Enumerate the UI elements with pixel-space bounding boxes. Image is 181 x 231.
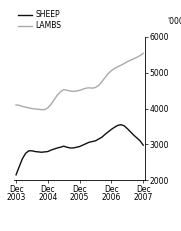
LAMBS <box>110 69 113 72</box>
LAMBS <box>69 90 71 92</box>
SHEEP <box>123 124 125 127</box>
LAMBS <box>53 98 55 101</box>
SHEEP <box>56 147 58 149</box>
SHEEP <box>117 124 119 127</box>
SHEEP <box>104 133 106 136</box>
SHEEP <box>69 147 71 149</box>
LAMBS <box>88 86 90 89</box>
SHEEP <box>107 131 109 133</box>
SHEEP <box>79 145 81 148</box>
SHEEP <box>44 151 46 153</box>
SHEEP <box>136 137 138 139</box>
SHEEP <box>37 151 39 153</box>
LAMBS <box>94 86 97 89</box>
SHEEP <box>24 152 27 155</box>
SHEEP <box>101 136 103 139</box>
SHEEP <box>53 148 55 150</box>
SHEEP <box>18 165 20 168</box>
SHEEP <box>142 144 144 146</box>
LAMBS <box>129 59 132 62</box>
SHEEP <box>72 147 74 149</box>
LAMBS <box>56 94 58 96</box>
SHEEP <box>63 145 65 148</box>
LAMBS <box>139 54 141 57</box>
SHEEP <box>66 146 68 149</box>
SHEEP <box>40 151 43 154</box>
LAMBS <box>18 104 20 107</box>
SHEEP <box>133 134 135 137</box>
LAMBS <box>91 87 93 90</box>
SHEEP <box>113 126 116 129</box>
SHEEP <box>60 146 62 149</box>
LAMBS <box>44 108 46 111</box>
SHEEP <box>139 139 141 142</box>
LAMBS <box>21 105 24 108</box>
LAMBS <box>117 65 119 68</box>
LAMBS <box>50 103 52 106</box>
SHEEP <box>31 149 33 152</box>
LAMBS <box>101 80 103 83</box>
LAMBS <box>107 72 109 75</box>
LAMBS <box>40 108 43 111</box>
LAMBS <box>28 106 30 109</box>
SHEEP <box>21 157 24 160</box>
LAMBS <box>120 64 122 67</box>
LAMBS <box>113 67 116 70</box>
SHEEP <box>91 140 93 143</box>
SHEEP <box>88 141 90 144</box>
LAMBS <box>37 108 39 111</box>
Text: '000: '000 <box>167 17 181 26</box>
SHEEP <box>28 149 30 152</box>
LAMBS <box>133 58 135 60</box>
SHEEP <box>75 146 77 149</box>
LAMBS <box>136 56 138 59</box>
Legend: SHEEP, LAMBS: SHEEP, LAMBS <box>18 10 61 30</box>
SHEEP <box>98 138 100 140</box>
SHEEP <box>85 142 87 145</box>
Line: SHEEP: SHEEP <box>16 125 143 175</box>
SHEEP <box>110 128 113 131</box>
LAMBS <box>85 87 87 90</box>
SHEEP <box>120 123 122 126</box>
LAMBS <box>15 103 17 106</box>
LAMBS <box>47 106 49 109</box>
SHEEP <box>15 173 17 176</box>
LAMBS <box>104 76 106 79</box>
LAMBS <box>98 84 100 87</box>
SHEEP <box>82 144 84 146</box>
LAMBS <box>66 89 68 92</box>
LAMBS <box>75 90 77 92</box>
LAMBS <box>24 106 27 109</box>
LAMBS <box>123 62 125 65</box>
LAMBS <box>72 90 74 93</box>
SHEEP <box>50 149 52 152</box>
LAMBS <box>79 89 81 92</box>
SHEEP <box>94 139 97 142</box>
SHEEP <box>34 150 36 153</box>
LAMBS <box>126 60 128 63</box>
SHEEP <box>126 127 128 130</box>
LAMBS <box>142 52 144 55</box>
LAMBS <box>60 90 62 93</box>
SHEEP <box>47 150 49 153</box>
LAMBS <box>63 88 65 91</box>
LAMBS <box>82 88 84 91</box>
LAMBS <box>34 108 36 110</box>
SHEEP <box>129 131 132 133</box>
LAMBS <box>31 107 33 110</box>
Line: LAMBS: LAMBS <box>16 53 143 110</box>
